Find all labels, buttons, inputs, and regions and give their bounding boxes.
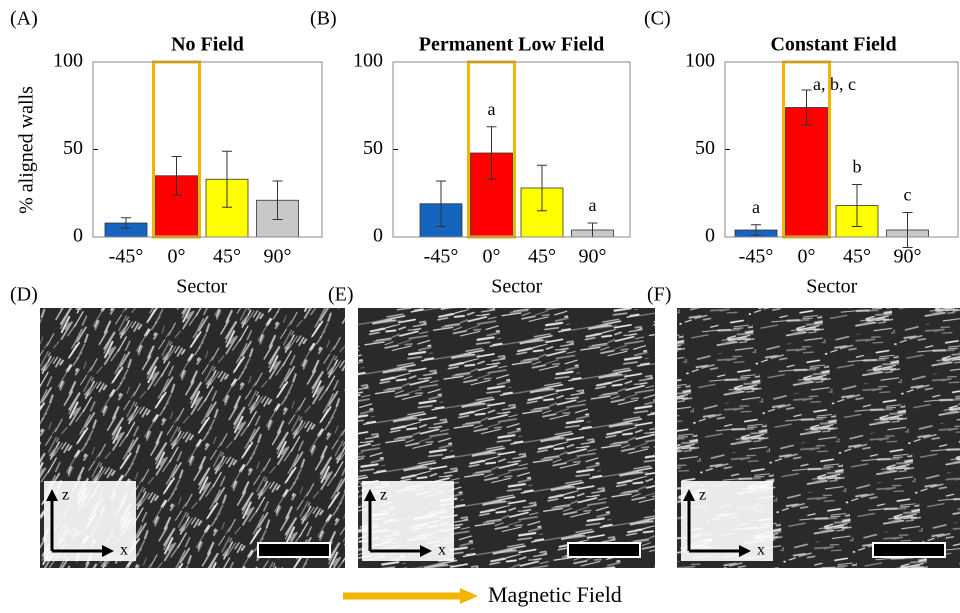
y-axis-label: % aligned walls [16,86,38,214]
plot-frame [92,61,323,238]
x-tick-label: 0° [798,246,816,268]
bar [785,107,828,238]
error-bar [436,180,446,227]
field-arrowhead [460,588,478,604]
z-label: z [62,487,69,504]
annotation: a [752,197,760,217]
error-bar [171,156,182,196]
z-label: z [699,487,706,504]
x-label: x [757,542,765,559]
x-axis-label: Sector [806,276,857,298]
axis-backdrop [681,481,773,561]
annotation: a [589,195,597,215]
x-arrowhead [739,545,751,557]
y-tick-label: 50 [363,137,383,159]
x-axis-label: Sector [491,276,542,298]
error-bar [222,150,232,208]
annotation: a, b, c [813,74,856,94]
x-tick-label: 90° [579,246,607,268]
error-bar [902,212,913,248]
y-tick-label: 0 [373,225,383,247]
panel-label: (A) [10,8,38,30]
error-bar [852,184,862,227]
x-axis-label: Sector [176,276,227,298]
y-tick-label: 100 [53,50,83,72]
y-tick-label: 100 [353,50,383,72]
scale-bar [872,542,946,558]
panel-label: (C) [644,8,671,30]
chart-title: Permanent Low Field [419,34,605,56]
y-tick-label: 0 [705,225,715,247]
error-bar [537,164,547,212]
plot-frame [724,61,959,238]
chart-title: Constant Field [770,34,896,56]
z-arrowhead [683,489,695,501]
error-bar [486,126,497,180]
panel-label: (E) [328,284,354,306]
x-arrowhead [102,545,114,557]
x-tick-label: 90° [264,246,292,268]
error-bar [751,224,761,236]
z-arrowhead [364,489,376,501]
x-tick-label: -45° [739,246,774,268]
error-bar [121,217,131,229]
scale-bar [257,542,331,558]
chart-title: No Field [171,34,244,56]
panel-label: (D) [10,284,38,306]
plot-frame [392,61,631,238]
panel-label: (F) [647,284,671,306]
z-label: z [380,487,387,504]
panel-label: (B) [310,8,337,30]
x-tick-label: 45° [843,246,871,268]
axis-backdrop [44,481,136,561]
x-tick-label: 90° [894,246,922,268]
annotation: c [904,185,912,205]
x-tick-label: -45° [424,246,459,268]
x-tick-label: 45° [528,246,556,268]
x-tick-label: -45° [109,246,144,268]
y-tick-label: 50 [63,137,83,159]
x-tick-label: 0° [168,246,186,268]
y-tick-label: 100 [685,50,715,72]
scale-bar [567,542,641,558]
y-tick-label: 0 [73,225,83,247]
x-arrowhead [420,545,432,557]
x-label: x [120,542,128,559]
z-arrowhead [46,489,58,501]
x-tick-label: 45° [213,246,241,268]
error-bar [801,89,812,126]
y-tick-label: 50 [695,137,715,159]
annotation: a [488,99,496,119]
legend-label: Magnetic Field [488,582,622,607]
axis-backdrop [362,481,454,561]
x-label: x [438,542,446,559]
x-tick-label: 0° [483,246,501,268]
annotation: b [853,157,862,177]
error-bar [272,180,283,220]
